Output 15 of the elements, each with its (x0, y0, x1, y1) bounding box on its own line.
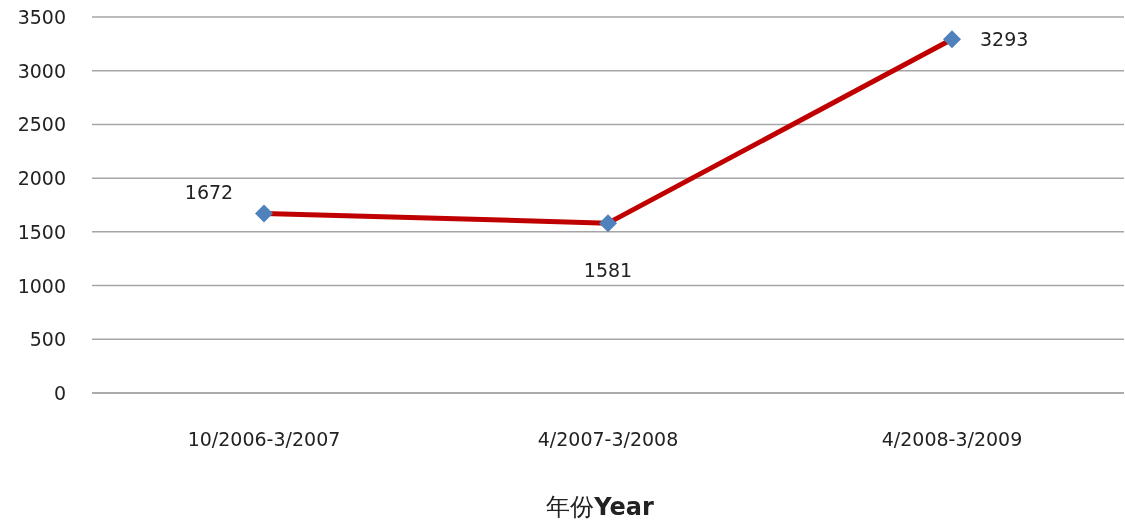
x-tick-label: 4/2007-3/2008 (537, 428, 679, 450)
y-tick-label: 3500 (17, 6, 66, 28)
x-tick-label: 4/2008-3/2009 (881, 428, 1023, 450)
y-tick-label: 2500 (17, 113, 66, 136)
y-tick-label: 500 (29, 328, 66, 351)
y-tick-label: 1000 (17, 274, 66, 297)
y-tick-label: 1500 (17, 220, 66, 243)
x-axis-title: 年份Year (546, 493, 654, 521)
data-label: 3293 (980, 28, 1029, 51)
y-tick-label: 0 (53, 382, 66, 404)
data-label: 1581 (583, 259, 633, 282)
data-label: 1672 (184, 181, 234, 204)
x-tick-label: 10/2006-3/2007 (187, 428, 341, 450)
y-tick-label: 2000 (17, 167, 66, 190)
y-tick-label: 3000 (17, 59, 66, 82)
